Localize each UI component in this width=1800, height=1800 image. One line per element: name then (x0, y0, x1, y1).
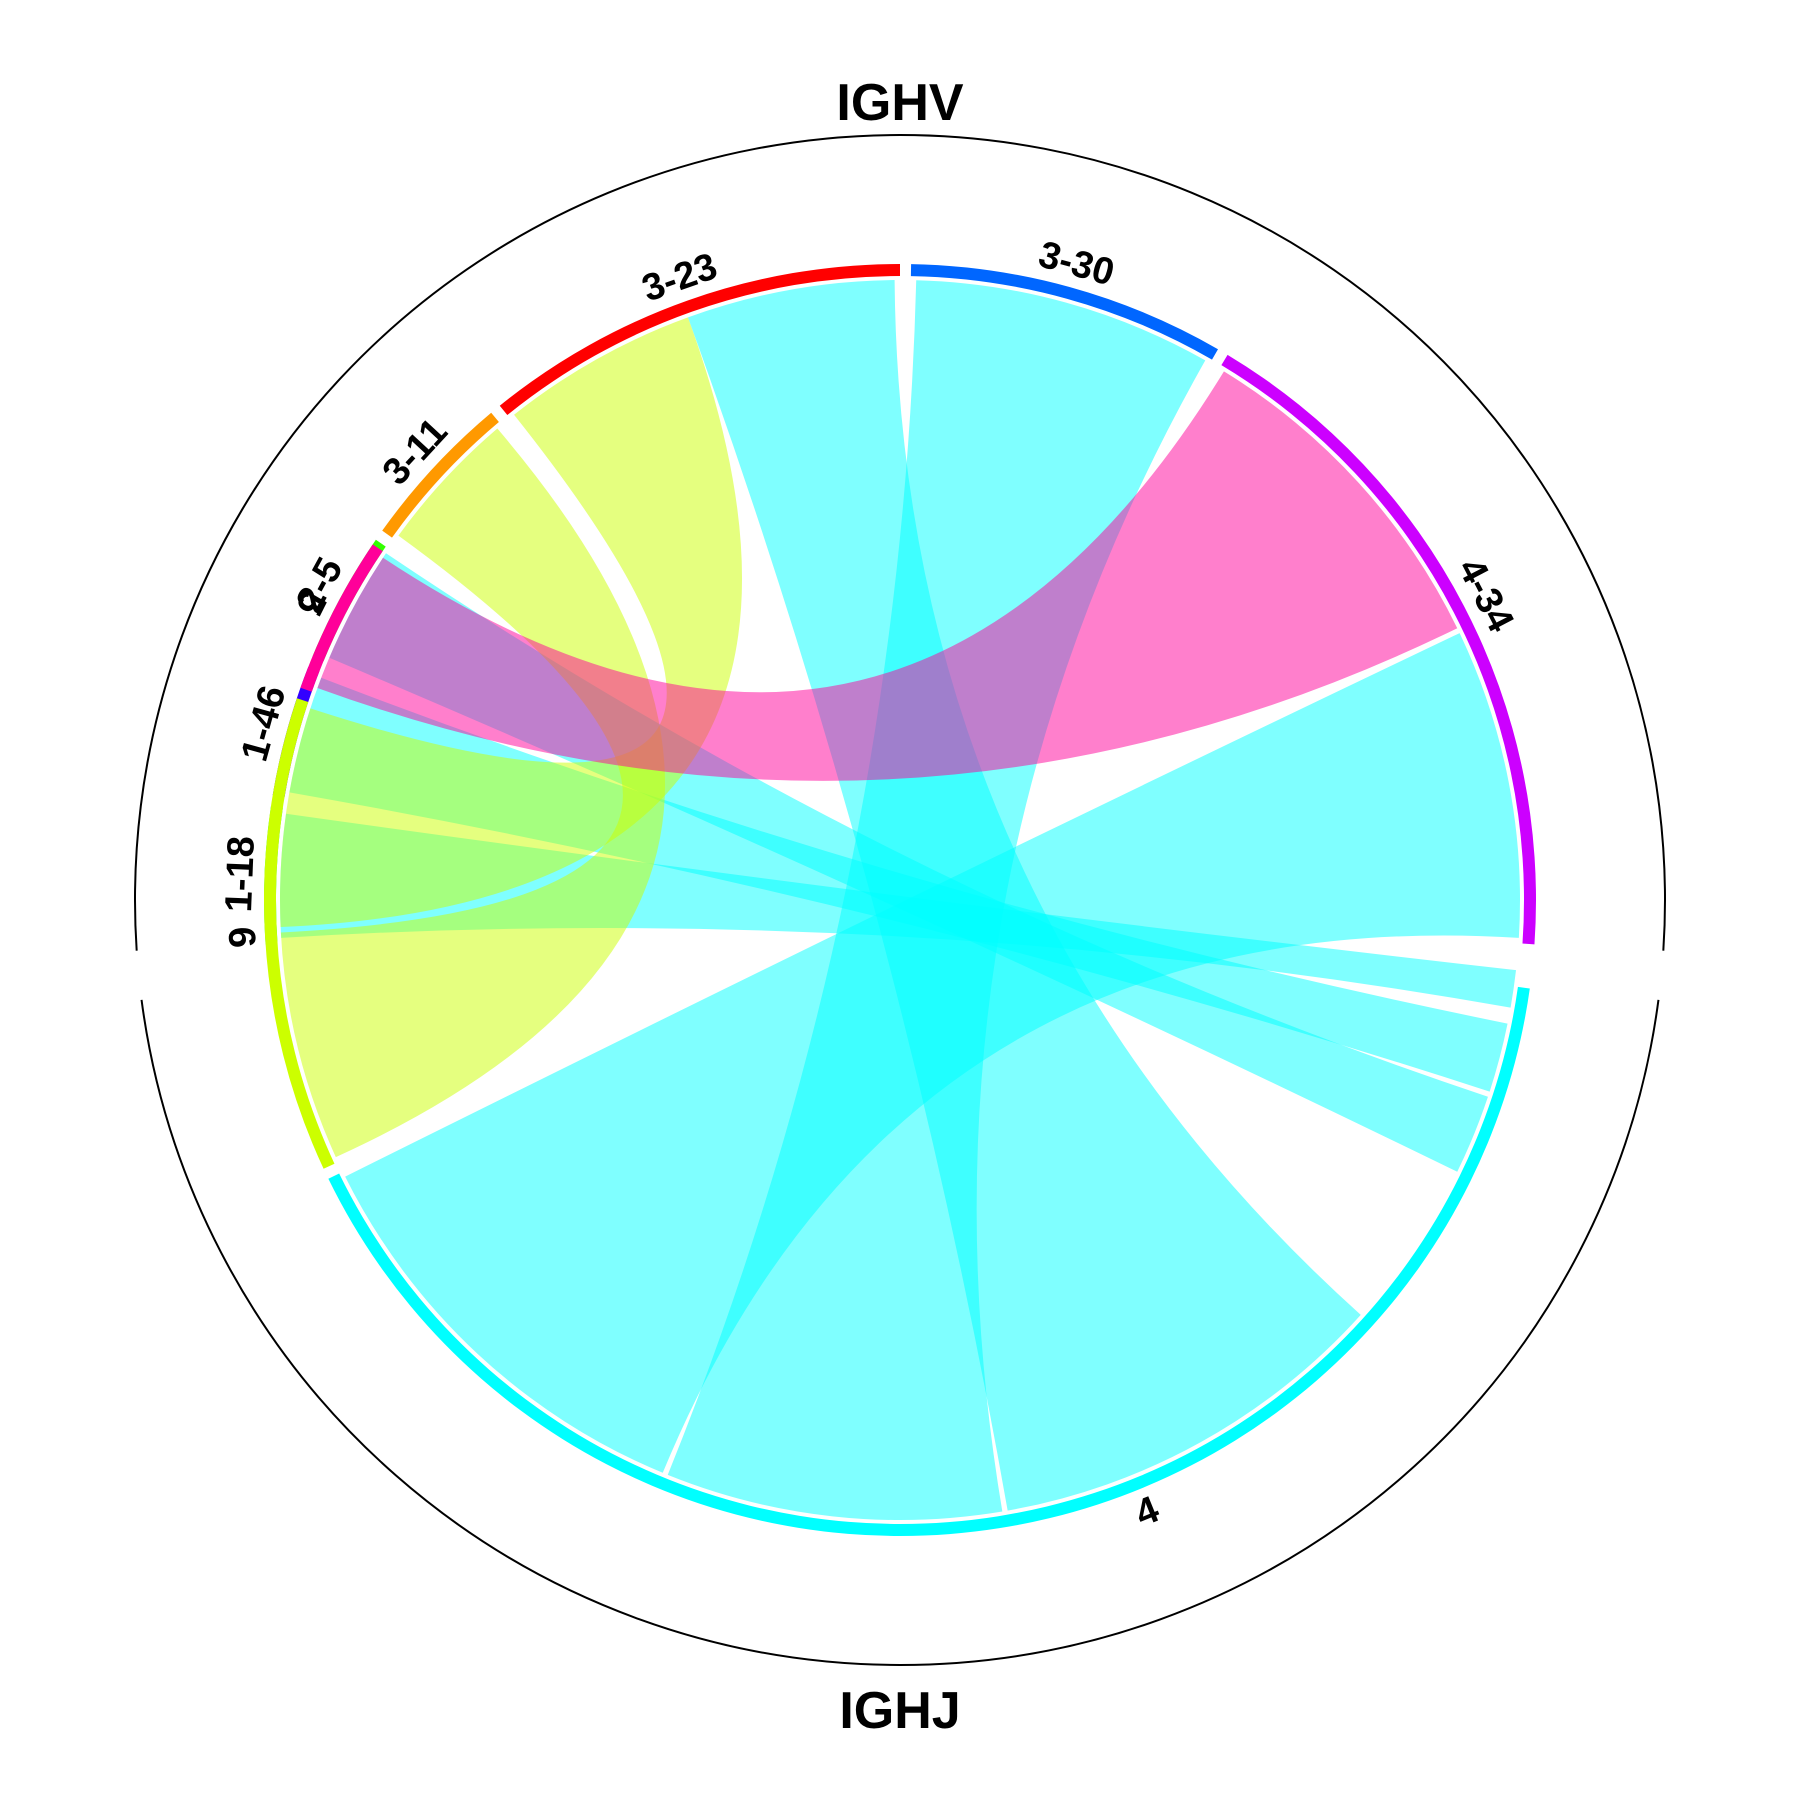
group-label-ighj: IGHJ (839, 1682, 960, 1740)
sector-5 (300, 544, 383, 692)
group-label-ighv: IGHV (836, 74, 963, 132)
group-arc-ighv (134, 134, 1666, 951)
groups-layer: IGHV IGHJ (134, 74, 1666, 1740)
sector-3-11 (382, 412, 499, 538)
sector-3-30 (910, 264, 1218, 360)
sector-6 (264, 698, 335, 1169)
link-3-23-to-6 (279, 317, 743, 928)
links-layer (279, 280, 1521, 1521)
link-4-34-to-5 (317, 371, 1458, 781)
sectors-layer (264, 264, 1536, 1537)
link-4-34-to-4 (345, 633, 1521, 1473)
link-3-11-to-6 (280, 428, 666, 1158)
sector-4-34 (1221, 354, 1536, 945)
group-arc-ighj (140, 999, 1660, 1667)
sector-label-6: 6 (219, 926, 262, 949)
sector-label-1-18: 1-18 (218, 835, 263, 913)
